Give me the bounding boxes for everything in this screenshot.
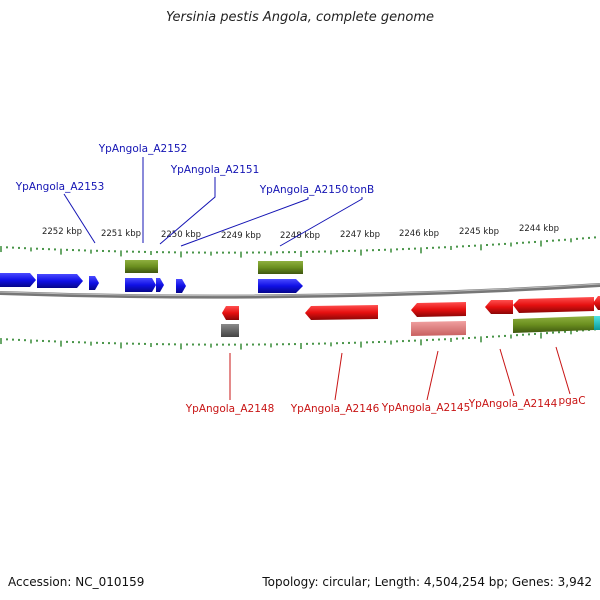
cds-feature[interactable] (125, 260, 158, 273)
reverse-gene[interactable] (411, 302, 466, 317)
pseudo-feature[interactable] (221, 324, 239, 337)
ruler-label: 2252 kbp (42, 227, 82, 237)
reverse-genes (222, 296, 600, 320)
top-leader-lines (63, 157, 363, 247)
reverse-gene[interactable] (513, 297, 594, 313)
forward-gene[interactable] (258, 279, 303, 293)
ruler-label: 2245 kbp (459, 227, 499, 237)
gene-label[interactable]: YpAngola_A2152 (98, 143, 188, 155)
ruler-ticks-top (0, 236, 596, 258)
gene-label[interactable]: YpAngola_A2146 (290, 403, 380, 415)
reverse-gene[interactable] (485, 300, 513, 314)
ruler-label: 2247 kbp (340, 230, 380, 240)
ruler-label: 2251 kbp (101, 229, 141, 239)
forward-gene[interactable] (37, 274, 83, 288)
reverse-gene[interactable] (593, 296, 600, 310)
gene-label[interactable]: YpAngola_A2145 (381, 402, 471, 414)
forward-gene[interactable] (125, 278, 156, 292)
gene-label[interactable]: pgaC (558, 395, 585, 407)
forward-genes (0, 273, 303, 293)
ruler-labels: 2252 kbp 2251 kbp 2250 kbp 2249 kbp 2248… (42, 224, 559, 241)
gene-label[interactable]: YpAngola_A2150 (259, 184, 349, 196)
ruler-label: 2244 kbp (519, 224, 559, 234)
reverse-gene[interactable] (222, 306, 239, 320)
map-title: Yersinia pestis Angola, complete genome (166, 10, 434, 25)
gene-label[interactable]: YpAngola_A2148 (185, 403, 275, 415)
pink-feature[interactable] (411, 321, 466, 336)
cds-feature[interactable] (513, 316, 594, 333)
forward-gene[interactable] (89, 276, 99, 290)
cds-feature[interactable] (258, 261, 303, 274)
gene-label[interactable]: tonB (350, 184, 374, 196)
genome-stats-text: Topology: circular; Length: 4,504,254 bp… (262, 575, 592, 589)
gene-label[interactable]: YpAngola_A2144 (468, 398, 558, 410)
ruler-label: 2246 kbp (399, 229, 439, 239)
bottom-leader-lines (229, 346, 571, 401)
reverse-gene[interactable] (305, 305, 378, 320)
reverse-features (221, 316, 600, 337)
ruler-label: 2248 kbp (280, 231, 320, 241)
forward-features (125, 260, 303, 274)
gene-label[interactable]: YpAngola_A2151 (170, 164, 260, 176)
genome-backbone (0, 283, 600, 299)
forward-gene[interactable] (176, 279, 186, 293)
forward-gene[interactable] (0, 273, 36, 287)
ruler-label: 2250 kbp (161, 230, 201, 240)
ruler-ticks-bottom (0, 328, 596, 350)
bottom-labels: YpAngola_A2148 YpAngola_A2146 YpAngola_A… (185, 395, 586, 415)
ruler-label: 2249 kbp (221, 231, 261, 241)
top-labels: YpAngola_A2152 YpAngola_A2151 YpAngola_A… (15, 143, 374, 196)
cyan-feature[interactable] (594, 316, 600, 330)
gene-label[interactable]: YpAngola_A2153 (15, 181, 105, 193)
forward-gene[interactable] (156, 278, 164, 292)
accession-text: Accession: NC_010159 (8, 575, 145, 589)
